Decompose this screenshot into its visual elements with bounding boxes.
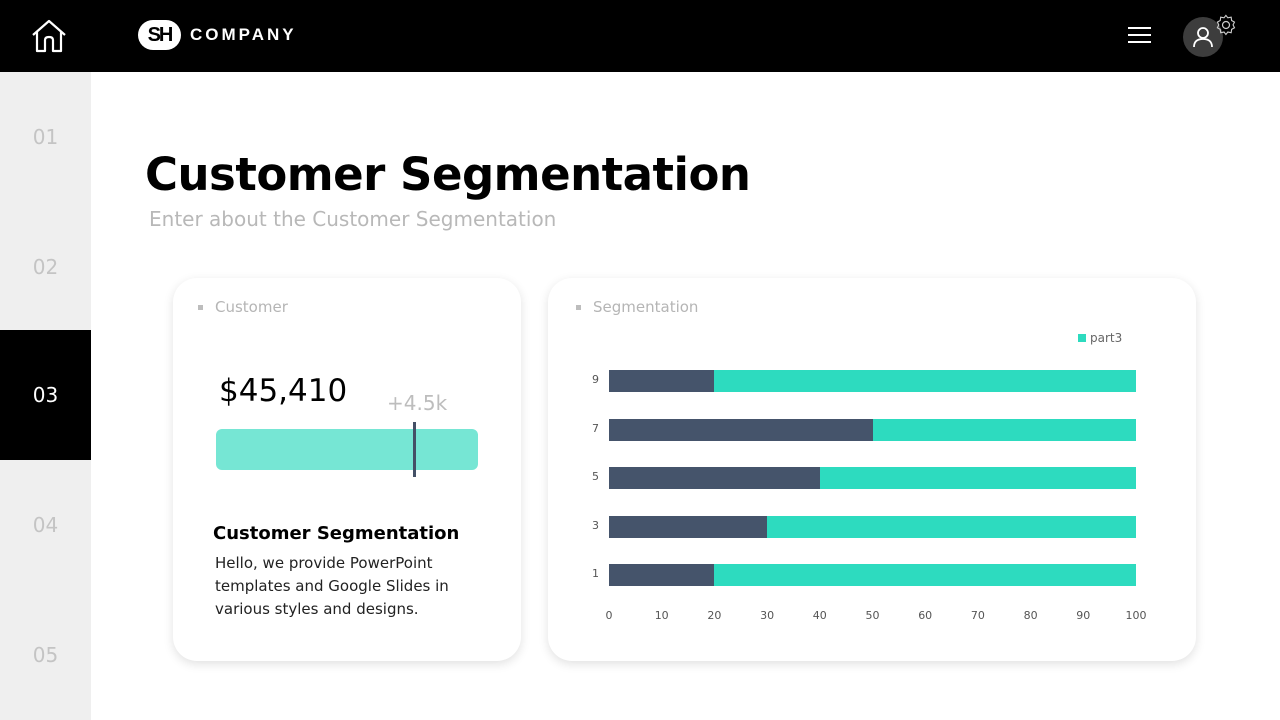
bar-segment-part3 (819, 467, 1136, 489)
y-tick-label: 5 (592, 470, 599, 483)
bar-segment-part1 (609, 419, 873, 441)
sidebar-item-02[interactable]: 02 (32, 255, 59, 279)
user-icon (1193, 27, 1213, 48)
settings-button[interactable] (1215, 14, 1237, 36)
y-tick-label: 1 (592, 567, 599, 580)
customer-card: Customer $45,410 +4.5k Customer Segmenta… (173, 278, 521, 661)
gear-icon (1216, 14, 1236, 36)
bar-segment-part3 (714, 370, 1136, 392)
kpi-progress-bar (216, 429, 478, 470)
y-tick-label: 9 (592, 373, 599, 386)
bar-row (609, 467, 1136, 489)
sidebar-item-04[interactable]: 04 (32, 513, 59, 537)
company-logo[interactable]: SH COMPANY (138, 20, 297, 50)
bar-segment-part1 (609, 564, 715, 586)
sidebar-item-05[interactable]: 05 (32, 643, 59, 667)
home-button[interactable] (30, 18, 68, 54)
y-tick-label: 7 (592, 422, 599, 435)
bar-row (609, 516, 1136, 538)
legend-swatch (1078, 334, 1086, 342)
bullet-icon (576, 304, 581, 310)
top-bar: SH COMPANY (0, 0, 1280, 72)
customer-label-text: Customer (215, 298, 288, 316)
menu-icon (1128, 27, 1151, 29)
segmentation-chart: 9 7 5 3 1 0 10 20 30 40 50 60 70 80 90 100 (592, 358, 1147, 622)
section-sidebar: 01 02 03 04 05 (0, 72, 91, 720)
menu-button[interactable] (1128, 27, 1151, 44)
x-tick-label: 90 (1076, 609, 1091, 622)
y-tick-label: 3 (592, 519, 599, 532)
bar-segment-part3 (767, 516, 1136, 538)
sidebar-item-03[interactable]: 03 (0, 330, 91, 460)
segmentation-card: Segmentation part3 9 7 5 3 1 0 10 20 30 40 50 60 70 8… (548, 278, 1196, 661)
kpi-target-marker (413, 422, 416, 477)
x-tick-label: 80 (1023, 609, 1038, 622)
x-tick-label: 20 (707, 609, 722, 622)
kpi-delta: +4.5k (387, 391, 448, 415)
sidebar-item-01[interactable]: 01 (32, 125, 59, 149)
x-tick-label: 0 (605, 609, 613, 622)
bar-row (609, 370, 1136, 392)
bullet-icon (198, 304, 203, 310)
menu-icon-line (1128, 41, 1151, 43)
menu-icon-line (1128, 34, 1151, 36)
x-tick-label: 60 (918, 609, 933, 622)
home-icon (32, 19, 66, 53)
page-title: Customer Segmentation (145, 148, 751, 201)
user-avatar-button[interactable] (1183, 17, 1223, 57)
customer-card-label: Customer (198, 298, 288, 316)
kpi-value: $45,410 (219, 373, 348, 409)
bar-segment-part3 (872, 419, 1136, 441)
x-tick-label: 50 (865, 609, 880, 622)
x-tick-label: 10 (654, 609, 669, 622)
segmentation-card-label: Segmentation (576, 298, 698, 316)
description-body: Hello, we provide PowerPoint templates a… (215, 554, 449, 618)
legend-label: part3 (1090, 331, 1123, 345)
x-tick-label: 100 (1125, 609, 1147, 622)
logo-badge: SH (138, 20, 181, 50)
x-tick-label: 70 (970, 609, 985, 622)
x-tick-label: 30 (760, 609, 775, 622)
bar-segment-part3 (714, 564, 1136, 586)
description-title: Customer Segmentation (213, 523, 460, 544)
bar-segment-part1 (609, 370, 715, 392)
x-tick-label: 40 (812, 609, 827, 622)
page-subtitle: Enter about the Customer Segmentation (149, 207, 557, 231)
bar-segment-part1 (609, 516, 768, 538)
chart-legend: part3 (1078, 331, 1122, 345)
segmentation-label-text: Segmentation (593, 298, 699, 316)
bar-row (609, 564, 1136, 586)
company-name: COMPANY (190, 25, 297, 44)
bar-row (609, 419, 1136, 441)
bar-segment-part1 (609, 467, 820, 489)
